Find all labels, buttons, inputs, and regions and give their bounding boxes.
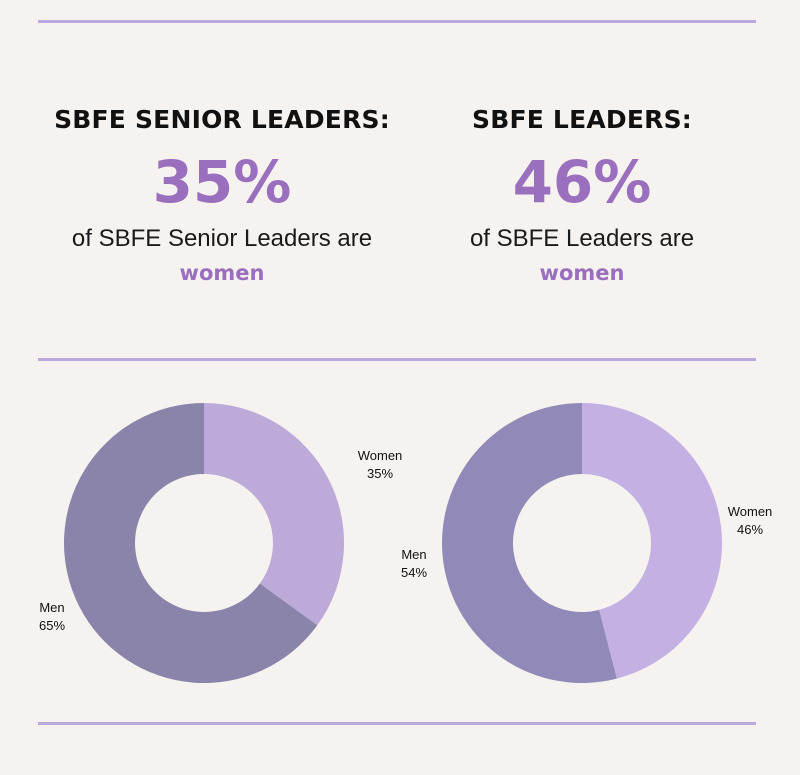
senior-leaders-stat: SBFE SENIOR LEADERS: 35% of SBFE Senior … <box>22 100 422 290</box>
leaders-percentage: 46% <box>512 148 652 216</box>
slice-label-women: Women <box>728 504 773 519</box>
slice-label-men: Men <box>39 600 64 615</box>
bottom-divider <box>38 722 756 725</box>
leaders-donut-chart: Women 46% Men 54% <box>401 403 773 683</box>
leaders-description: of SBFE Leaders are <box>469 225 695 252</box>
slice-value-men: 54% <box>401 565 427 580</box>
senior-leaders-heading: SBFE SENIOR LEADERS: <box>54 105 390 134</box>
slice-value-women: 35% <box>367 466 393 481</box>
senior-leaders-emphasis: women <box>179 261 265 285</box>
slice-label-women: Women <box>358 448 403 463</box>
leaders-stat: SBFE LEADERS: 46% of SBFE Leaders are wo… <box>382 100 782 290</box>
slice-value-women: 46% <box>737 522 763 537</box>
senior-leaders-donut-chart: Women 35% Men 65% <box>39 403 403 683</box>
top-divider <box>38 20 756 23</box>
senior-leaders-description: of SBFE Senior Leaders are <box>71 225 373 252</box>
slice-women <box>204 403 344 626</box>
slice-label-men: Men <box>401 547 426 562</box>
senior-leaders-percentage: 35% <box>152 148 292 216</box>
slice-men <box>64 403 318 683</box>
middle-divider <box>38 358 756 361</box>
slice-women <box>582 403 723 679</box>
slice-men <box>442 403 617 683</box>
slice-value-men: 65% <box>39 618 65 633</box>
leaders-emphasis: women <box>539 261 625 285</box>
leaders-heading: SBFE LEADERS: <box>472 105 692 134</box>
